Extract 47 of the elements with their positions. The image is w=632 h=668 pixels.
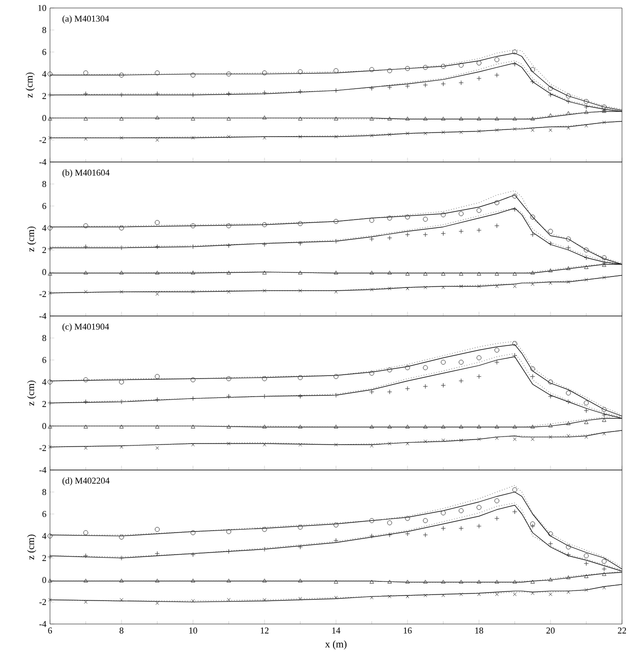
x-tick-label: 22 — [618, 628, 626, 634]
annotation: (b) M401604 — [62, 169, 110, 178]
y-tick-label: 6 — [42, 202, 46, 210]
y-tick-label: 2 — [42, 401, 46, 407]
annotation: (d) M402204 — [62, 477, 110, 486]
y-tick-label: 8 — [42, 26, 46, 34]
y-tick-label: 2 — [42, 555, 46, 561]
x-tick-label: 20 — [546, 628, 555, 634]
y-axis-title: z (cm) — [27, 226, 36, 252]
y-axis-title: z (cm) — [27, 534, 36, 560]
y-tick-label: -4 — [39, 159, 46, 165]
x-tick-label: 6 — [48, 628, 52, 634]
y-tick-label: 0 — [42, 576, 46, 584]
y-tick-label: 6 — [42, 510, 46, 518]
y-tick-label: 4 — [42, 225, 46, 231]
y-tick-label: 0 — [42, 422, 46, 430]
y-tick-label: -2 — [39, 137, 46, 143]
y-axis-title: z (cm) — [26, 72, 35, 98]
y-tick-label: -2 — [39, 291, 46, 297]
y-tick-label: 4 — [42, 71, 46, 77]
y-tick-label: 8 — [42, 180, 46, 188]
x-tick-label: 12 — [260, 628, 268, 634]
y-tick-label: 8 — [42, 334, 46, 342]
y-tick-label: 0 — [42, 114, 46, 122]
y-axis-title: z (cm) — [27, 380, 36, 406]
y-tick-label: -2 — [39, 599, 46, 605]
y-tick-label: 4 — [42, 379, 46, 385]
y-tick-label: 2 — [42, 93, 46, 99]
y-tick-label: -2 — [39, 445, 46, 451]
y-tick-label: -4 — [39, 467, 46, 473]
x-tick-label: 10 — [189, 628, 198, 634]
y-tick-label: 2 — [42, 247, 46, 253]
y-tick-label: 0 — [42, 268, 46, 276]
annotation: (c) M401904 — [62, 323, 110, 332]
x-tick-label: 16 — [404, 628, 412, 634]
y-tick-label: -4 — [39, 313, 46, 319]
x-axis-title: x (m) — [325, 640, 346, 650]
x-tick-label: 14 — [332, 628, 340, 634]
y-tick-label: 6 — [42, 356, 46, 364]
y-tick-label: 6 — [42, 48, 46, 56]
annotation: (a) M401304 — [62, 15, 110, 24]
x-tick-label: 8 — [120, 628, 124, 634]
y-tick-label: 8 — [42, 488, 46, 496]
x-tick-label: 18 — [475, 628, 484, 634]
y-tick-label: 4 — [42, 533, 46, 539]
y-tick-label: -4 — [39, 621, 46, 627]
y-tick-label: 10 — [38, 4, 46, 12]
